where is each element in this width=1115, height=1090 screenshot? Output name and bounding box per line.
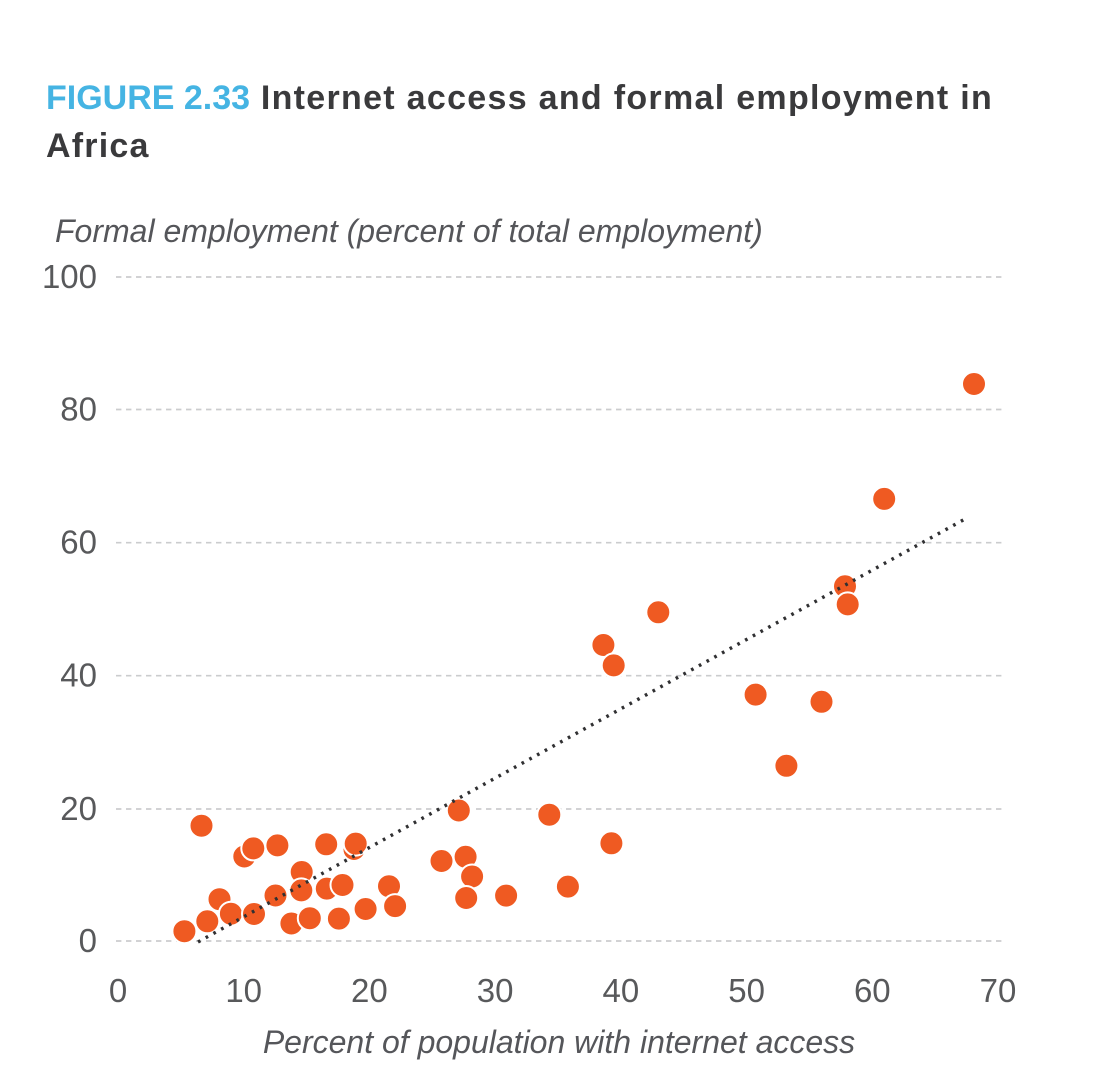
svg-text:Africa: Africa — [46, 127, 150, 165]
svg-text:40: 40 — [603, 972, 640, 1009]
svg-text:Formal employment (percent of: Formal employment (percent of total empl… — [55, 213, 763, 249]
svg-text:40: 40 — [60, 657, 97, 694]
svg-text:10: 10 — [225, 972, 262, 1009]
svg-text:FIGURE 2.33 Internet access an: FIGURE 2.33 Internet access and formal e… — [46, 79, 993, 117]
svg-text:50: 50 — [728, 972, 765, 1009]
svg-text:60: 60 — [60, 524, 97, 561]
svg-text:30: 30 — [477, 972, 514, 1009]
svg-text:70: 70 — [980, 972, 1017, 1009]
svg-text:60: 60 — [854, 972, 891, 1009]
svg-text:Percent of population with int: Percent of population with internet acce… — [263, 1024, 855, 1060]
svg-text:20: 20 — [60, 790, 97, 827]
svg-text:0: 0 — [79, 922, 97, 959]
svg-text:100: 100 — [42, 258, 97, 295]
svg-text:0: 0 — [109, 972, 127, 1009]
svg-text:80: 80 — [60, 390, 97, 427]
svg-text:20: 20 — [351, 972, 388, 1009]
